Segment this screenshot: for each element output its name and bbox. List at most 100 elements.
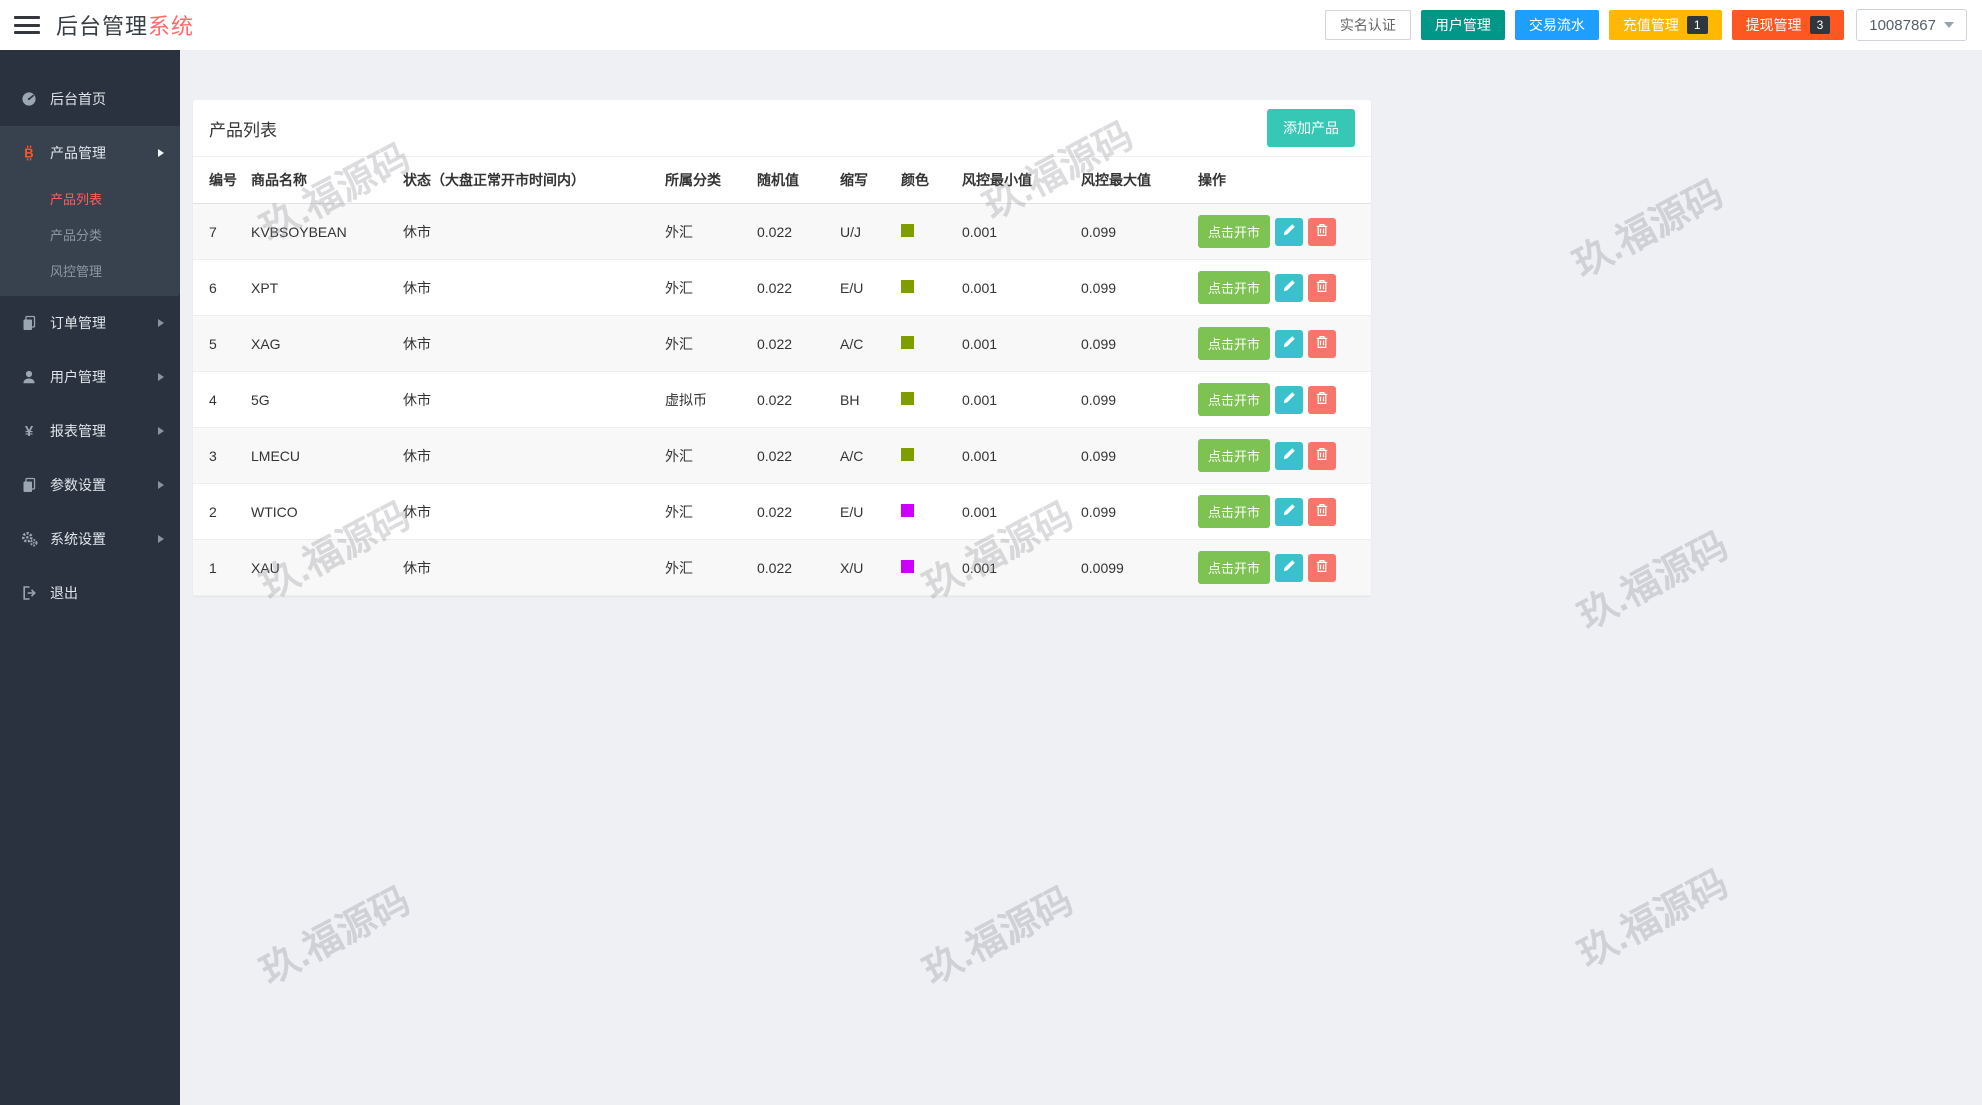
transaction-flow-button[interactable]: 交易流水 (1514, 10, 1599, 40)
open-market-button[interactable]: 点击开市 (1198, 495, 1271, 528)
sidebar-group-product: B 产品管理 产品列表 产品分类 风控管理 (0, 126, 180, 296)
cell-actions: 点击开市 (1198, 483, 1371, 540)
sidebar-item-label: 订单管理 (50, 315, 106, 331)
cell-id: 7 (193, 203, 251, 260)
sidebar-subitem-risk-management[interactable]: 风控管理 (50, 263, 103, 279)
cell-status: 休市 (403, 259, 665, 316)
sidebar-subitem-product-list[interactable]: 产品列表 (50, 191, 103, 207)
pencil-icon (1282, 391, 1296, 408)
pencil-icon (1282, 335, 1296, 352)
sidebar-item-report-management[interactable]: ¥ 报表管理 (0, 404, 180, 458)
cell-category: 外汇 (665, 427, 757, 484)
cell-color (901, 259, 962, 316)
open-market-button[interactable]: 点击开市 (1198, 383, 1271, 416)
cell-id: 6 (193, 259, 251, 316)
cell-abbr: A/C (840, 427, 901, 484)
app-title-accent: 系统 (148, 14, 195, 39)
sidebar-item-system-settings[interactable]: 系统设置 (0, 512, 180, 566)
table-row: 4 5G 休市 虚拟币 0.022 BH 0.001 0.099 点击开市 (193, 371, 1371, 428)
col-risk-max: 风控最大值 (1081, 157, 1198, 204)
cell-status: 休市 (403, 371, 665, 428)
card-header: 产品列表 添加产品 (193, 100, 1371, 157)
delete-button[interactable] (1308, 385, 1337, 414)
chevron-right-icon (158, 481, 164, 489)
edit-button[interactable] (1275, 497, 1304, 526)
user-management-button[interactable]: 用户管理 (1420, 10, 1505, 40)
cell-name: XAU (251, 539, 403, 596)
cell-name: WTICO (251, 483, 403, 540)
dashboard-icon (20, 91, 38, 107)
cell-category: 外汇 (665, 539, 757, 596)
cell-id: 1 (193, 539, 251, 596)
sidebar-item-logout[interactable]: 退出 (0, 566, 180, 620)
add-product-button[interactable]: 添加产品 (1267, 109, 1355, 147)
col-category: 所属分类 (665, 157, 757, 204)
open-market-button[interactable]: 点击开市 (1198, 439, 1271, 472)
cell-name: XAG (251, 315, 403, 372)
delete-button[interactable] (1308, 441, 1337, 470)
cell-actions: 点击开市 (1198, 371, 1371, 428)
delete-button[interactable] (1308, 497, 1337, 526)
cell-random: 0.022 (757, 259, 840, 316)
edit-button[interactable] (1275, 385, 1304, 414)
cell-abbr: X/U (840, 539, 901, 596)
cell-actions: 点击开市 (1198, 203, 1371, 260)
sidebar-item-order-management[interactable]: 订单管理 (0, 296, 180, 350)
sign-out-icon (20, 585, 38, 601)
trash-icon (1315, 447, 1329, 464)
cell-abbr: E/U (840, 483, 901, 540)
trash-icon (1315, 503, 1329, 520)
sidebar-item-label: 用户管理 (50, 369, 106, 385)
cell-risk-min: 0.001 (962, 539, 1081, 596)
open-market-button[interactable]: 点击开市 (1198, 271, 1271, 304)
pencil-icon (1282, 279, 1296, 296)
open-market-button[interactable]: 点击开市 (1198, 327, 1271, 360)
cell-color (901, 427, 962, 484)
copy-icon (20, 315, 38, 331)
sidebar-item-parameter-settings[interactable]: 参数设置 (0, 458, 180, 512)
user-account-dropdown[interactable]: 10087867 (1856, 9, 1967, 41)
sidebar-item-user-management[interactable]: 用户管理 (0, 350, 180, 404)
sidebar-item-product-management[interactable]: B 产品管理 (0, 126, 180, 180)
open-market-button[interactable]: 点击开市 (1198, 551, 1271, 584)
chevron-right-icon (158, 319, 164, 327)
sidebar-item-label: 退出 (50, 585, 78, 601)
edit-button[interactable] (1275, 553, 1304, 582)
pencil-icon (1282, 503, 1296, 520)
hamburger-menu-icon[interactable] (14, 16, 40, 34)
cell-random: 0.022 (757, 203, 840, 260)
delete-button[interactable] (1308, 217, 1337, 246)
cell-id: 5 (193, 315, 251, 372)
cell-abbr: U/J (840, 203, 901, 260)
edit-button[interactable] (1275, 273, 1304, 302)
cell-actions: 点击开市 (1198, 427, 1371, 484)
chevron-down-icon (1944, 22, 1954, 28)
edit-button[interactable] (1275, 329, 1304, 358)
cell-status: 休市 (403, 539, 665, 596)
cell-abbr: BH (840, 371, 901, 428)
table-row: 3 LMECU 休市 外汇 0.022 A/C 0.001 0.099 点击开市 (193, 427, 1371, 484)
open-market-button[interactable]: 点击开市 (1198, 215, 1271, 248)
sidebar-item-label: 产品管理 (50, 145, 106, 161)
withdraw-management-button[interactable]: 提现管理 3 (1731, 10, 1845, 40)
recharge-management-button[interactable]: 充值管理 1 (1608, 10, 1722, 40)
cell-risk-max: 0.099 (1081, 203, 1198, 260)
cell-risk-max: 0.099 (1081, 483, 1198, 540)
user-account-id: 10087867 (1869, 16, 1936, 34)
sidebar-item-home[interactable]: 后台首页 (0, 72, 180, 126)
color-swatch (901, 391, 914, 405)
realname-auth-button[interactable]: 实名认证 (1324, 10, 1411, 40)
cell-random: 0.022 (757, 427, 840, 484)
edit-button[interactable] (1275, 441, 1304, 470)
edit-button[interactable] (1275, 217, 1304, 246)
cell-status: 休市 (403, 483, 665, 540)
sidebar-subitem-product-category[interactable]: 产品分类 (50, 227, 103, 243)
trash-icon (1315, 335, 1329, 352)
delete-button[interactable] (1308, 553, 1337, 582)
cell-name: KVBSOYBEAN (251, 203, 403, 260)
cell-status: 休市 (403, 315, 665, 372)
table-row: 1 XAU 休市 外汇 0.022 X/U 0.001 0.0099 点击开市 (193, 539, 1371, 596)
delete-button[interactable] (1308, 329, 1337, 358)
top-header: 后台管理系统 实名认证 用户管理 交易流水 充值管理 1 提现管理 3 100878… (0, 0, 1982, 50)
delete-button[interactable] (1308, 273, 1337, 302)
